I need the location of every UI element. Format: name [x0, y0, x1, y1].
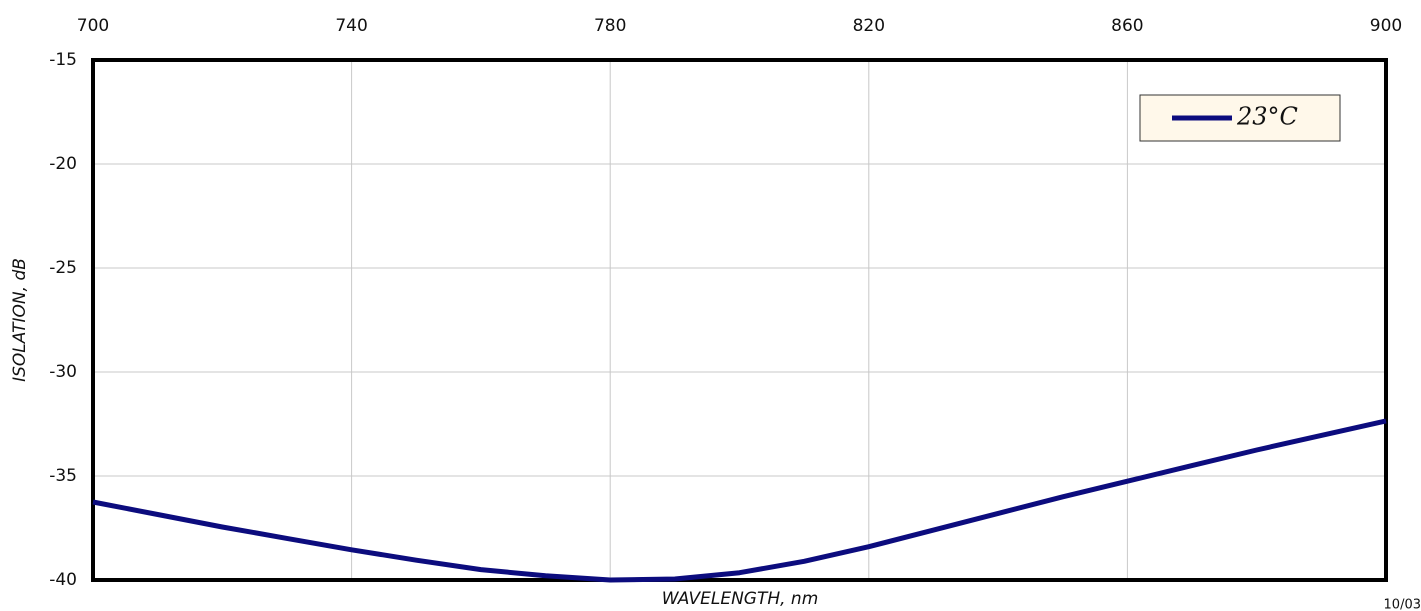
y-tick-label: -15	[49, 50, 77, 70]
x-tick-label: 820	[853, 16, 885, 36]
y-axis-label: ISOLATION, dB	[10, 258, 30, 382]
y-tick-label: -30	[49, 362, 77, 382]
legend-label: 23°C	[1236, 103, 1298, 131]
y-tick-label: -35	[49, 466, 77, 486]
y-tick-label: -40	[49, 570, 77, 590]
plot-border	[91, 58, 1388, 582]
x-tick-label: 700	[77, 16, 109, 36]
x-tick-label: 900	[1370, 16, 1402, 36]
y-tick-label: -20	[49, 154, 77, 174]
x-tick-label: 780	[594, 16, 626, 36]
x-axis-label: WAVELENGTH, nm	[662, 589, 819, 609]
x-tick-label: 860	[1111, 16, 1143, 36]
x-tick-label: 740	[335, 16, 367, 36]
y-tick-label: -25	[49, 258, 77, 278]
annotation: 10/03	[1384, 598, 1421, 611]
data-line	[92, 418, 1387, 583]
